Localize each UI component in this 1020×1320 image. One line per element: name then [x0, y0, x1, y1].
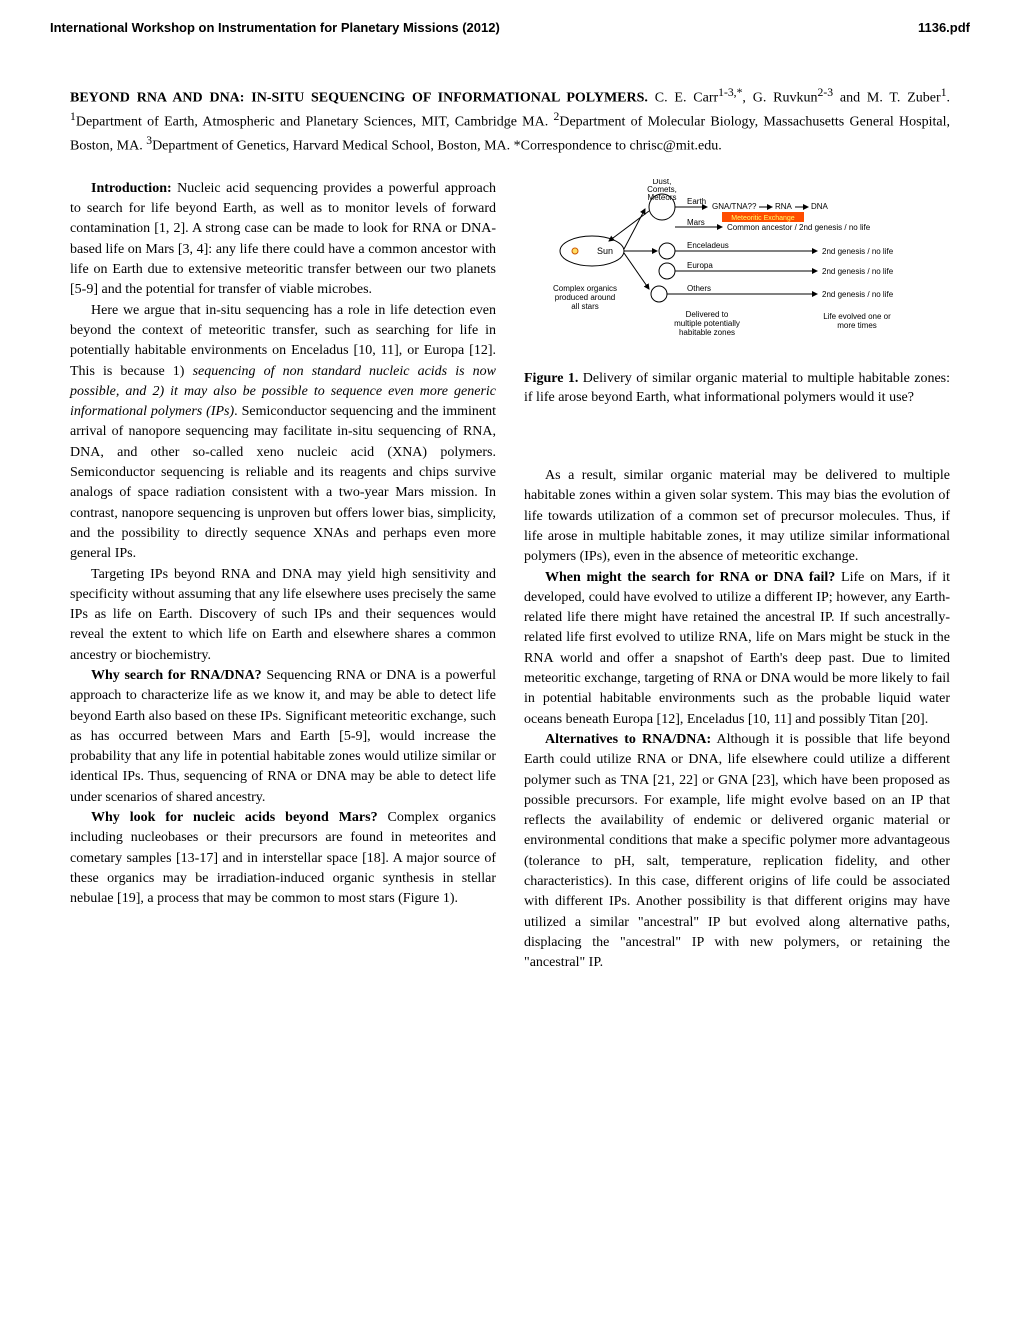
mars-label: Mars [687, 218, 705, 227]
dna-label: DNA [811, 202, 829, 211]
rna-label: RNA [775, 202, 793, 211]
title-block: BEYOND RNA AND DNA: IN-SITU SEQUENCING O… [70, 85, 950, 157]
left-column: Introduction: Nucleic acid sequencing pr… [70, 179, 496, 974]
page-content: BEYOND RNA AND DNA: IN-SITU SEQUENCING O… [0, 35, 1020, 1003]
oth-label: Others [687, 284, 711, 293]
para5: Why look for nucleic acids beyond Mars? … [70, 808, 496, 909]
oth-out: 2nd genesis / no life [822, 290, 894, 299]
figure-diagram: Dust, Comets, Meteors Sun Complex organi… [524, 179, 950, 369]
sun-box [560, 236, 624, 266]
page-header: International Workshop on Instrumentatio… [0, 0, 1020, 35]
author2: , G. Ruvkun [742, 91, 817, 106]
deliv-2: multiple potentially [674, 319, 740, 328]
intro-head: Introduction: [91, 181, 172, 196]
figure-1: Dust, Comets, Meteors Sun Complex organi… [524, 179, 950, 408]
intro-para: Introduction: Nucleic acid sequencing pr… [70, 179, 496, 301]
complex-1: Complex organics [553, 284, 617, 293]
deliv-3: habitable zones [679, 328, 735, 337]
earth-label: Earth [687, 197, 706, 206]
sun-dust-line [624, 209, 645, 249]
enc-out: 2nd genesis / no life [822, 247, 894, 256]
complex-3: all stars [571, 302, 599, 311]
right-p3: Alternatives to RNA/DNA: Although it is … [524, 730, 950, 974]
aff1: Department of Earth, Atmospheric and Pla… [76, 115, 554, 130]
aff3: Department of Genetics, Harvard Medical … [152, 139, 722, 154]
author-end: . [947, 91, 951, 106]
header-right: 1136.pdf [918, 20, 970, 35]
p2b: . Semiconductor sequencing and the immin… [70, 404, 496, 561]
sun-low-line [624, 253, 649, 289]
why-search-head: Why search for RNA/DNA? [91, 668, 262, 683]
rp3: Although it is possible that life beyond… [524, 732, 950, 970]
fig-caption-head: Figure 1. [524, 371, 578, 386]
oth-circle [651, 286, 667, 302]
two-column-layout: Introduction: Nucleic acid sequencing pr… [70, 179, 950, 974]
sun-label: Sun [597, 246, 613, 256]
intro-text: Nucleic acid sequencing provides a power… [70, 181, 496, 297]
rp1: As a result, similar organic material ma… [524, 468, 950, 564]
right-p1: As a result, similar organic material ma… [524, 466, 950, 567]
p3: Targeting IPs beyond RNA and DNA may yie… [70, 567, 496, 663]
p4: Sequencing RNA or DNA is a powerful appr… [70, 668, 496, 805]
meteoritic-label: Meteoritic Exchange [731, 215, 795, 222]
sup1: 1-3,* [718, 86, 742, 99]
right-column: Dust, Comets, Meteors Sun Complex organi… [524, 179, 950, 974]
paper-title: BEYOND RNA AND DNA: IN-SITU SEQUENCING O… [70, 91, 648, 106]
enc-label: Enceladeus [687, 241, 729, 250]
deliv-1: Delivered to [686, 310, 729, 319]
mars-out: Common ancestor / 2nd genesis / no life [727, 223, 871, 232]
complex-2: produced around [555, 293, 616, 302]
why-look-head: Why look for nucleic acids beyond Mars? [91, 810, 378, 825]
spacer [524, 426, 950, 466]
para3: Targeting IPs beyond RNA and DNA may yie… [70, 565, 496, 666]
eur-out: 2nd genesis / no life [822, 267, 894, 276]
author3: and M. T. Zuber [833, 91, 941, 106]
author1: C. E. Carr [648, 91, 718, 106]
life-1: Life evolved one or [823, 312, 891, 321]
gna-label: GNA/TNA?? [712, 202, 757, 211]
enc-circle [659, 243, 675, 259]
life-2: more times [837, 321, 877, 330]
sun-icon [572, 248, 578, 254]
header-left: International Workshop on Instrumentatio… [50, 20, 500, 35]
when-fail-head: When might the search for RNA or DNA fai… [545, 570, 835, 585]
dust-to-sun-line [609, 211, 649, 241]
right-p2: When might the search for RNA or DNA fai… [524, 568, 950, 730]
para4: Why search for RNA/DNA? Sequencing RNA o… [70, 666, 496, 808]
sup2: 2-3 [818, 86, 834, 99]
rp2: Life on Mars, if it developed, could hav… [524, 570, 950, 727]
eur-circle [659, 263, 675, 279]
eur-label: Europa [687, 261, 713, 270]
para2: Here we argue that in-situ sequencing ha… [70, 301, 496, 565]
figure-caption: Figure 1. Delivery of similar organic ma… [524, 369, 950, 408]
dust-label-3: Meteors [648, 193, 677, 202]
alt-head: Alternatives to RNA/DNA: [545, 732, 711, 747]
fig-caption-text: Delivery of similar organic material to … [524, 371, 950, 406]
